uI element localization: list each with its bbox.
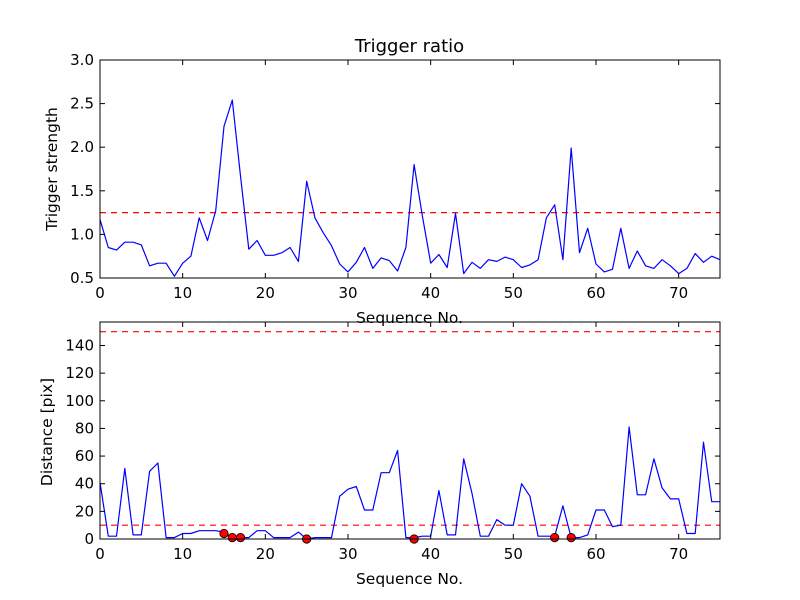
y-tick-label: 2.5: [70, 95, 94, 113]
x-axis-label: Sequence No.: [356, 570, 463, 588]
series-line: [99, 99, 721, 277]
y-tick-label: 60: [75, 447, 94, 465]
x-tick-label: 40: [421, 545, 440, 563]
y-tick-label: 1.5: [70, 182, 94, 200]
y-tick-label: 40: [75, 475, 94, 493]
data-point-marker: [550, 533, 560, 543]
y-tick-label: 1.0: [70, 225, 94, 243]
x-tick-label: 50: [504, 284, 523, 302]
x-tick-label: 20: [256, 284, 275, 302]
chart-title: Trigger ratio: [354, 36, 464, 57]
x-tick-label: 30: [338, 545, 357, 563]
x-tick-label: 60: [586, 545, 605, 563]
data-point-marker: [227, 533, 237, 543]
x-tick-label: 0: [95, 545, 105, 563]
x-tick-label: 10: [173, 284, 192, 302]
data-point-marker: [219, 528, 229, 539]
y-tick-label: 0.5: [70, 269, 94, 287]
x-axis-label: Sequence No.: [356, 309, 463, 327]
y-tick-label: 100: [65, 392, 94, 410]
x-tick-label: 30: [338, 284, 357, 302]
series-line: [99, 426, 720, 540]
y-tick-label: 2.0: [70, 138, 94, 156]
y-axis-label: Distance [pix]: [38, 378, 56, 486]
trigger-ratio-panel: Trigger ratio Sequence No. Trigger stren…: [43, 36, 721, 327]
data-point-marker: [566, 533, 576, 543]
x-tick-label: 70: [669, 284, 688, 302]
y-tick-label: 80: [75, 419, 94, 437]
distance-panel: Sequence No. Distance [pix] 0 10 20 30 40 50 6…: [38, 321, 721, 588]
x-tick-label: 70: [669, 545, 688, 563]
y-tick-label: 3.0: [70, 51, 94, 69]
x-tick-label: 10: [173, 545, 192, 563]
x-tick-label: 50: [504, 545, 523, 563]
x-tick-label: 0: [95, 284, 105, 302]
plot-frame: [99, 59, 721, 279]
plot-frame: [99, 321, 721, 540]
y-axis-label: Trigger strength: [43, 107, 61, 232]
y-tick-label: 20: [75, 502, 94, 520]
x-tick-label: 20: [256, 545, 275, 563]
data-point-marker: [235, 533, 246, 543]
x-tick-label: 60: [586, 284, 605, 302]
y-tick-label: 0: [84, 530, 94, 548]
y-tick-label: 140: [65, 336, 94, 354]
x-tick-label: 40: [421, 284, 440, 302]
y-tick-label: 120: [65, 364, 94, 382]
